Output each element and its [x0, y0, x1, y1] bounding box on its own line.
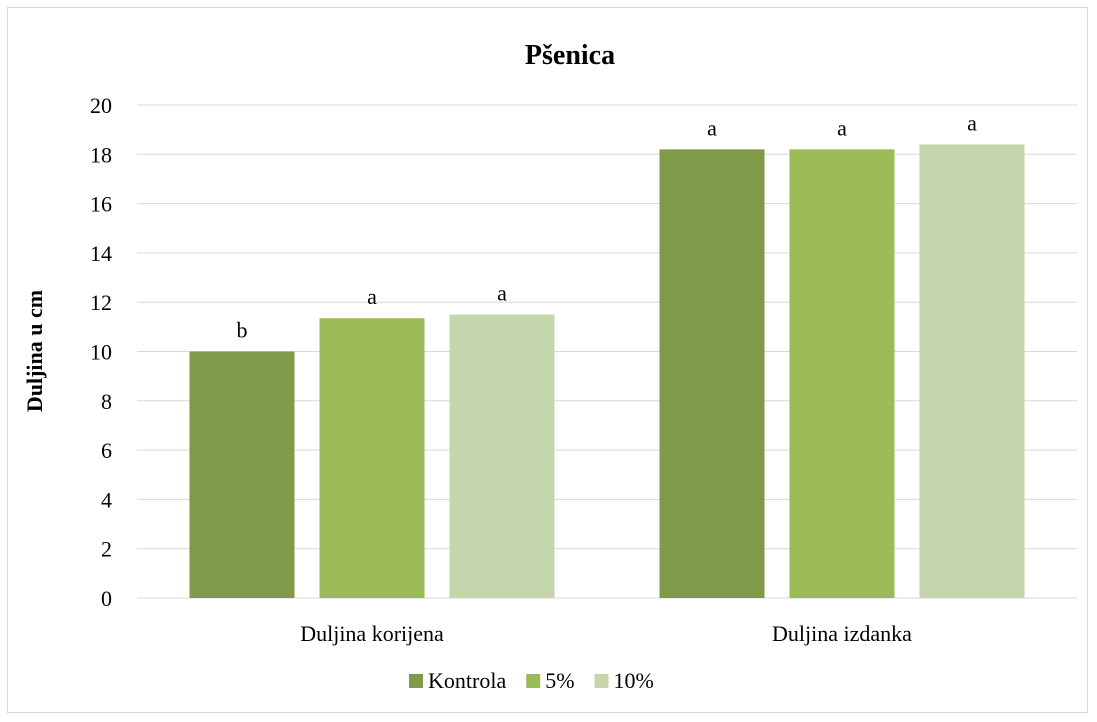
- y-axis-label: Duljina u cm: [22, 290, 47, 412]
- bar-1-2: [319, 318, 425, 598]
- data-label: b: [237, 318, 248, 343]
- data-label: a: [707, 115, 717, 140]
- legend-label: 10%: [614, 668, 654, 693]
- chart-title: Pšenica: [525, 40, 615, 71]
- y-tick-label: 0: [101, 586, 112, 611]
- legend: Kontrola 5% 10%: [409, 668, 654, 693]
- x-category-label: Duljina izdanka: [772, 621, 912, 646]
- legend-swatch: [526, 674, 541, 688]
- legend-swatch: [594, 674, 609, 688]
- y-tick-label: 20: [90, 93, 112, 118]
- y-tick-label: 16: [90, 192, 112, 217]
- y-tick-label: 4: [101, 487, 112, 512]
- y-tick-label: 10: [90, 340, 112, 365]
- legend-label: Kontrola: [428, 668, 506, 693]
- y-tick-label: 8: [101, 389, 112, 414]
- y-tick-label: 18: [90, 142, 112, 167]
- y-axis-ticks: 0 2 4 6 8 10 12 14 16 18 20: [90, 93, 112, 611]
- x-category-label: Duljina korijena: [300, 621, 444, 646]
- data-label: a: [367, 284, 377, 309]
- bar-2-1: [659, 149, 765, 598]
- legend-swatch: [409, 674, 423, 688]
- y-tick-label: 2: [101, 537, 112, 562]
- y-tick-label: 6: [101, 438, 112, 463]
- data-label: a: [967, 110, 977, 135]
- data-labels: b a a a a a: [237, 110, 978, 342]
- data-label: a: [497, 281, 507, 306]
- x-axis-categories: Duljina korijena Duljina izdanka: [300, 621, 912, 646]
- bar-2-3: [919, 144, 1025, 598]
- legend-label: 5%: [545, 668, 574, 693]
- y-tick-label: 14: [90, 241, 112, 266]
- bars: [189, 144, 1025, 598]
- bar-2-2: [789, 149, 895, 598]
- y-tick-label: 12: [90, 290, 112, 315]
- data-label: a: [837, 115, 847, 140]
- bar-1-1: [189, 351, 295, 598]
- bar-1-3: [449, 314, 555, 598]
